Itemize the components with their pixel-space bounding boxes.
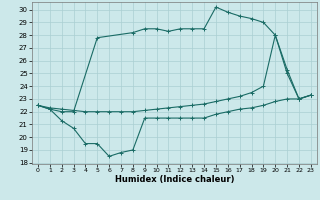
X-axis label: Humidex (Indice chaleur): Humidex (Indice chaleur) xyxy=(115,175,234,184)
